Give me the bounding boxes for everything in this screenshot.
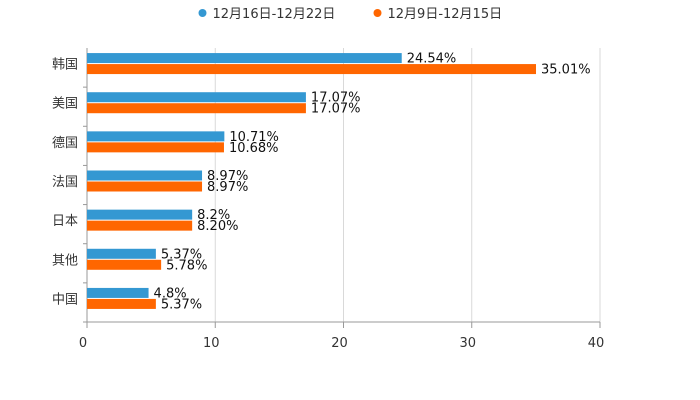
category-label: 其他 [52, 253, 78, 268]
data-label: 24.54% [407, 52, 457, 67]
x-tick-label: 30 [459, 336, 476, 351]
x-tick-label: 0 [79, 336, 87, 351]
category-label: 美国 [52, 97, 78, 112]
data-label: 5.37% [161, 297, 202, 312]
x-tick-label: 40 [588, 336, 605, 351]
bar [87, 170, 203, 181]
data-label: 8.20% [197, 219, 238, 234]
data-label: 17.07% [311, 91, 361, 106]
data-label: 8.2% [197, 208, 230, 223]
legend-label: 12月16日-12月22日 [213, 7, 336, 22]
data-label: 17.07% [311, 102, 361, 117]
data-label: 10.71% [229, 130, 279, 145]
bar [87, 92, 306, 103]
data-label: 8.97% [207, 180, 248, 195]
legend-marker [198, 9, 207, 17]
x-tick-label: 10 [203, 336, 220, 351]
legend-marker [373, 9, 382, 17]
bar [87, 64, 537, 75]
bar [87, 259, 162, 270]
bar [87, 248, 156, 259]
bar [87, 287, 149, 298]
bar [87, 131, 225, 142]
bars-layer [87, 53, 537, 309]
bar [87, 220, 193, 231]
bar [87, 209, 193, 220]
bar [87, 298, 156, 309]
category-label: 韩国 [52, 58, 78, 73]
data-label: 4.8% [154, 286, 187, 301]
legend: 12月16日-12月22日 12月9日-12月15日 [198, 7, 503, 22]
bar [87, 181, 203, 192]
labels-layer: 0 10 20 30 40 韩国 24.54% 35.01% 美国 17.07%17.07% 德国 1… [52, 52, 604, 351]
data-label: 5.78% [166, 258, 207, 273]
category-label: 德国 [52, 136, 78, 151]
category-label: 法国 [52, 175, 78, 190]
x-tick-label: 20 [331, 336, 348, 351]
category-label: 日本 [52, 214, 78, 229]
data-label: 10.68% [229, 141, 279, 156]
data-label: 35.01% [541, 63, 591, 78]
data-label: 8.97% [207, 169, 248, 184]
legend-label: 12月9日-12月15日 [388, 7, 503, 22]
category-label: 中国 [52, 292, 78, 307]
data-label: 5.37% [161, 247, 202, 262]
bar [87, 103, 306, 114]
bar [87, 142, 224, 153]
bar [87, 53, 402, 64]
